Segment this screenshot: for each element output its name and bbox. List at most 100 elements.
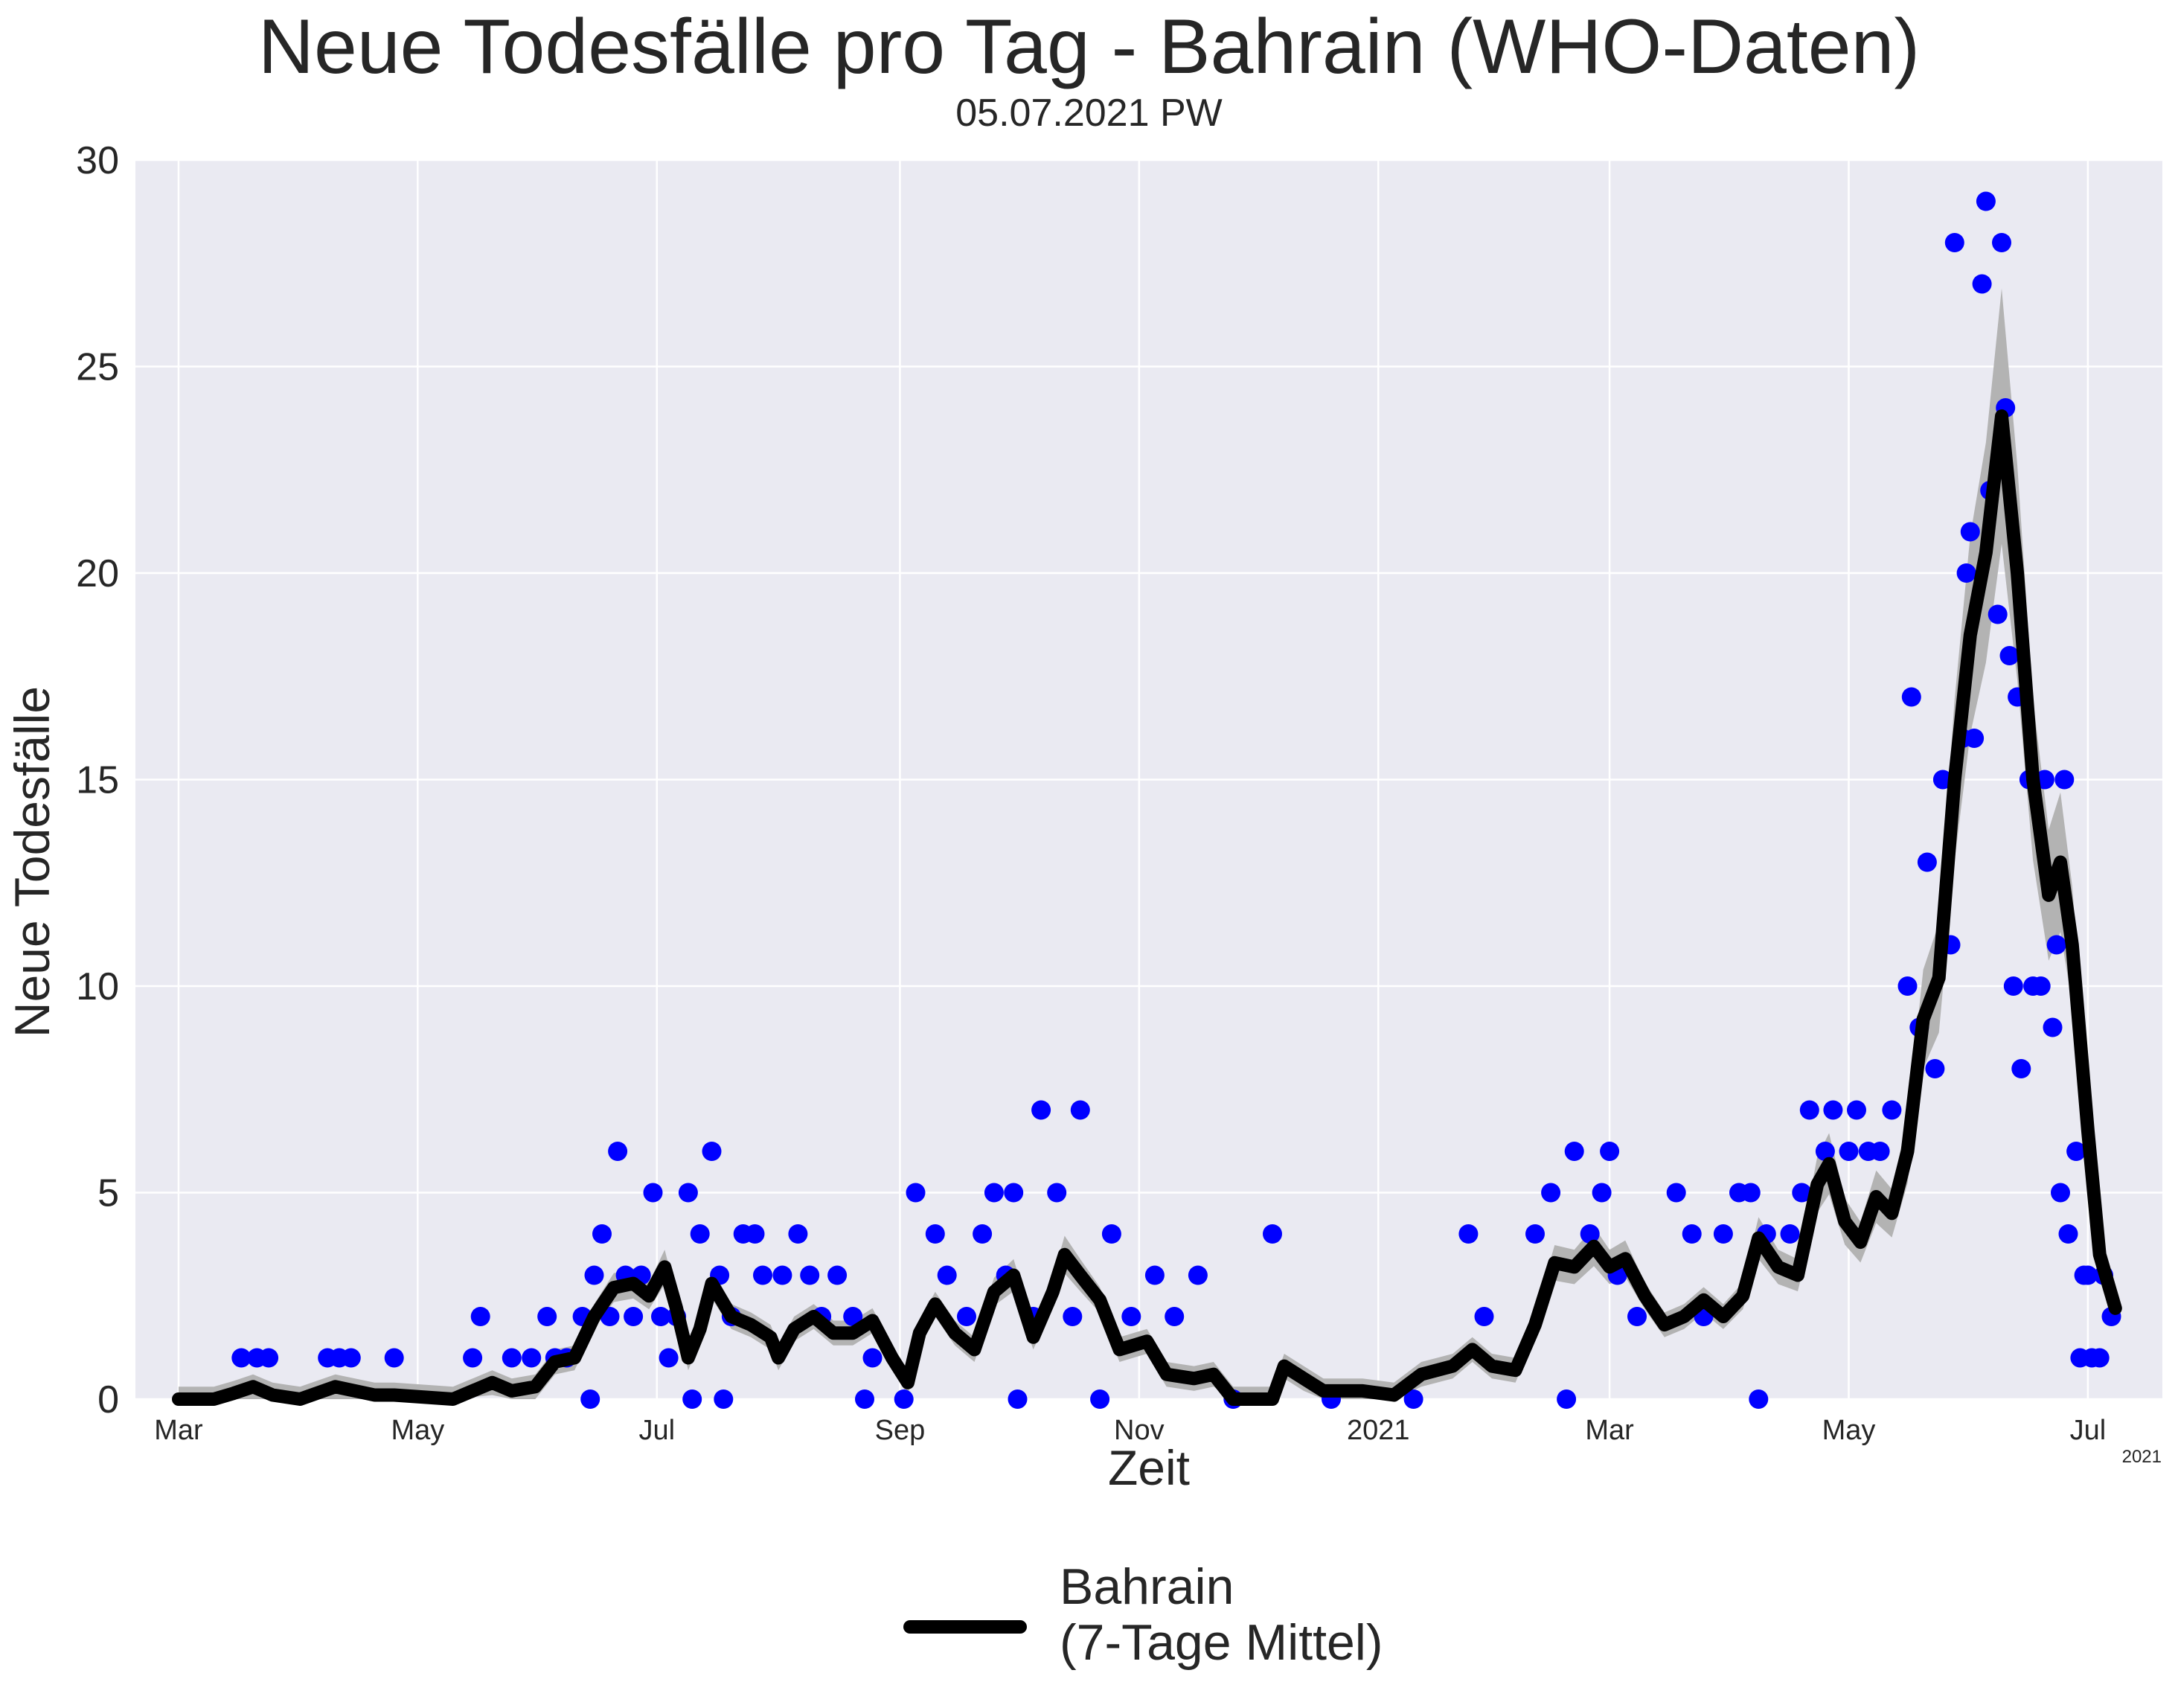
data-point	[522, 1348, 542, 1368]
data-point	[906, 1183, 926, 1203]
data-point	[894, 1389, 914, 1409]
data-point	[1592, 1183, 1612, 1203]
legend-label: Bahrain (7-Tage Mittel)	[1060, 1558, 1383, 1671]
data-point	[1799, 1100, 1819, 1120]
data-point	[855, 1389, 874, 1409]
y-tick-label: 5	[97, 1172, 119, 1215]
data-point	[843, 1307, 863, 1326]
data-point	[1964, 729, 1985, 748]
data-point	[580, 1389, 600, 1409]
data-point	[678, 1183, 698, 1203]
x-tick-label: 2021	[1347, 1415, 1410, 1446]
data-point	[608, 1142, 628, 1161]
chart-subtitle: 05.07.2021 PW	[955, 92, 1223, 135]
x-axis-label: Zeit	[1108, 1440, 1190, 1495]
data-point	[1666, 1183, 1686, 1203]
x-tick-label: Jul	[2070, 1415, 2107, 1446]
data-point	[259, 1348, 279, 1368]
data-point	[1263, 1224, 1282, 1244]
data-point	[1047, 1183, 1067, 1203]
data-point	[1976, 191, 1996, 211]
data-point	[651, 1307, 670, 1326]
data-point	[624, 1307, 644, 1326]
data-point	[1897, 976, 1918, 996]
data-point	[1557, 1389, 1577, 1409]
data-point	[1188, 1265, 1208, 1285]
data-point	[1847, 1100, 1866, 1120]
data-point	[788, 1224, 808, 1244]
data-point	[1960, 522, 1980, 542]
data-point	[1031, 1100, 1051, 1120]
data-point	[1090, 1389, 1110, 1409]
data-point	[1882, 1100, 1902, 1120]
data-point	[2046, 935, 2066, 955]
y-tick-label: 15	[76, 759, 119, 802]
data-point	[384, 1348, 404, 1368]
legend-line-swatch	[903, 1620, 1027, 1634]
data-point	[2078, 1265, 2098, 1285]
x-offset-label: 2021	[2122, 1447, 2162, 1467]
data-point	[1070, 1100, 1090, 1120]
data-point	[1870, 1142, 1890, 1161]
data-point	[2058, 1224, 2078, 1244]
data-point	[714, 1389, 734, 1409]
data-point	[1541, 1183, 1561, 1203]
x-tick-label: May	[1822, 1415, 1876, 1446]
x-tick-label: Sep	[875, 1415, 926, 1446]
data-point	[1004, 1183, 1024, 1203]
data-point	[1956, 563, 1976, 583]
x-tick-label: Nov	[1114, 1415, 1165, 1446]
data-point	[1165, 1307, 1185, 1326]
data-point	[1749, 1389, 1769, 1409]
data-point	[800, 1265, 820, 1285]
data-point	[1121, 1307, 1141, 1326]
y-tick-label: 30	[76, 139, 119, 182]
data-point	[1403, 1389, 1423, 1409]
data-point	[925, 1224, 945, 1244]
data-point	[2066, 1142, 2086, 1161]
data-point	[753, 1265, 772, 1285]
y-tick-label: 10	[76, 965, 119, 1008]
mean-line	[172, 409, 2122, 1406]
data-point	[1839, 1142, 1859, 1161]
data-point	[1600, 1142, 1620, 1161]
data-point	[1713, 1224, 1733, 1244]
data-point	[2089, 1348, 2110, 1368]
data-point	[463, 1348, 483, 1368]
data-point	[1682, 1224, 1702, 1244]
data-point	[1063, 1307, 1083, 1326]
x-tick-label: Mar	[154, 1415, 203, 1446]
data-point	[1564, 1142, 1584, 1161]
data-point	[592, 1224, 612, 1244]
y-tick-label: 25	[76, 346, 119, 389]
data-point	[1144, 1265, 1165, 1285]
data-point	[1925, 1059, 1945, 1078]
chart-title: Neue Todesfälle pro Tag - Bahrain (WHO-D…	[257, 4, 1921, 90]
data-point	[682, 1389, 702, 1409]
data-point	[1823, 1100, 1843, 1120]
data-point	[1458, 1224, 1479, 1244]
data-point	[937, 1265, 957, 1285]
data-point	[1780, 1224, 1800, 1244]
data-point	[957, 1307, 976, 1326]
data-point	[2011, 1059, 2031, 1078]
data-point	[702, 1142, 722, 1161]
data-point	[984, 1183, 1004, 1203]
data-point	[470, 1307, 490, 1326]
x-tick-label: May	[391, 1415, 444, 1446]
y-tick-label: 0	[97, 1378, 119, 1421]
y-tick-label: 20	[76, 552, 119, 595]
data-point	[1988, 604, 2008, 624]
data-point	[231, 1348, 252, 1368]
data-point	[2043, 1017, 2063, 1037]
data-point	[2051, 1183, 2070, 1203]
data-point	[772, 1265, 792, 1285]
data-point	[973, 1224, 993, 1244]
data-point	[690, 1224, 710, 1244]
series-line-bahrain	[172, 409, 2122, 1406]
data-point	[1815, 1142, 1835, 1161]
data-point	[1101, 1224, 1121, 1244]
y-axis-label: Neue Todesfälle	[4, 686, 60, 1037]
data-point	[1474, 1307, 1494, 1326]
data-point	[1992, 233, 2011, 252]
